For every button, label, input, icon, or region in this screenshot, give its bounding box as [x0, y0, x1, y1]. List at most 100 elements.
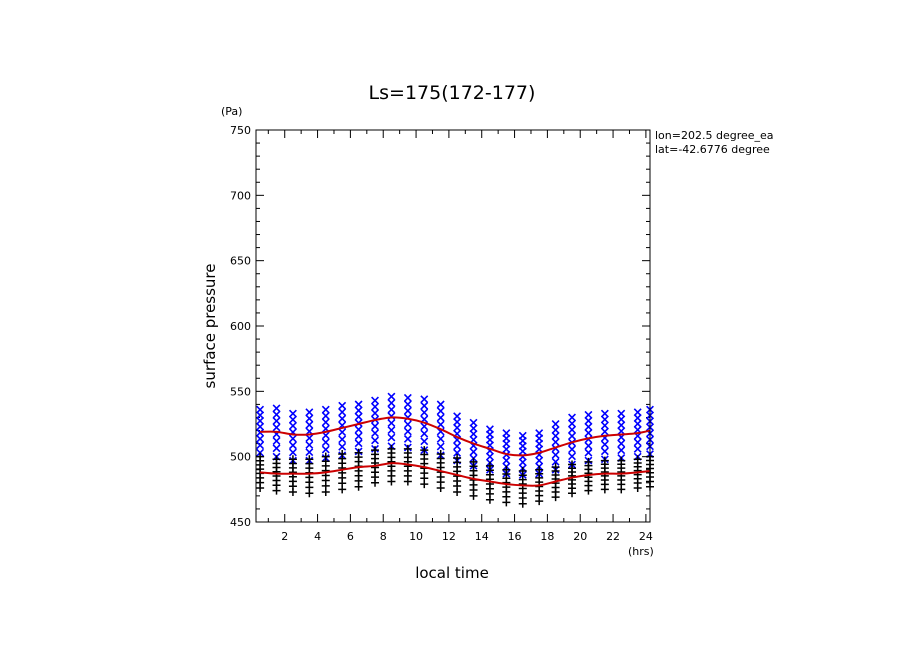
x-tick-label: 8	[380, 530, 387, 543]
data-point-x-marker	[338, 428, 347, 437]
data-point-x-marker	[551, 420, 560, 428]
y-unit-label: (Pa)	[221, 105, 242, 118]
data-point-x-marker	[305, 448, 314, 457]
data-point-x-marker	[633, 419, 642, 428]
data-point-x-marker	[600, 421, 609, 430]
data-point-x-marker	[535, 429, 544, 438]
data-point-x-marker	[617, 446, 626, 455]
data-point-plus-marker	[502, 465, 511, 474]
data-point-x-marker	[354, 439, 363, 448]
y-tick-label: 750	[230, 124, 251, 137]
data-point-x-marker	[584, 422, 593, 431]
data-point-x-marker	[272, 416, 281, 425]
x-unit-label: (hrs)	[628, 545, 654, 558]
x-tick-label: 14	[475, 530, 489, 543]
data-point-x-marker	[551, 438, 560, 447]
data-point-x-marker	[403, 420, 412, 429]
data-point-x-marker	[403, 427, 412, 436]
data-point-x-marker	[387, 399, 396, 407]
data-point-x-marker	[453, 412, 462, 421]
data-point-x-marker	[485, 425, 494, 434]
data-point-plus-marker	[584, 457, 593, 466]
data-point-x-marker	[518, 431, 527, 440]
data-point-x-marker	[338, 414, 347, 423]
data-point-x-marker	[436, 442, 445, 451]
y-tick-label: 500	[230, 451, 251, 464]
data-point-x-marker	[387, 426, 396, 435]
data-point-x-marker	[354, 425, 363, 434]
x-tick-label: 18	[540, 530, 554, 543]
data-point-plus-marker	[288, 455, 297, 464]
data-point-x-marker	[485, 452, 494, 461]
data-point-x-marker	[321, 445, 330, 454]
data-point-x-marker	[371, 396, 379, 405]
y-tick-label: 450	[230, 516, 251, 529]
data-point-x-marker	[256, 428, 265, 437]
data-point-x-marker	[551, 450, 560, 459]
x-tick-label: 22	[606, 530, 620, 543]
data-point-plus-marker	[256, 452, 265, 461]
y-tick-label: 550	[230, 385, 251, 398]
data-point-x-marker	[453, 423, 462, 432]
data-point-x-marker	[305, 408, 314, 417]
data-point-x-marker	[568, 432, 576, 441]
data-point-x-marker	[338, 435, 347, 444]
data-point-x-marker	[633, 444, 642, 453]
data-point-x-marker	[584, 448, 593, 457]
data-point-x-marker	[502, 456, 511, 465]
data-point-x-marker	[568, 425, 576, 434]
data-point-plus-marker	[518, 467, 527, 476]
x-tick-label: 10	[409, 530, 423, 543]
data-point-x-marker	[584, 428, 593, 437]
data-point-x-marker	[288, 409, 297, 418]
data-point-x-marker	[256, 434, 265, 443]
data-point-x-marker	[568, 452, 576, 461]
data-point-x-marker	[403, 400, 412, 409]
data-point-x-marker	[354, 432, 363, 441]
data-point-x-marker	[403, 393, 412, 402]
data-point-x-marker	[256, 422, 265, 431]
data-point-x-marker	[633, 408, 642, 417]
data-point-x-marker	[436, 413, 445, 422]
data-point-x-marker	[469, 447, 478, 456]
data-point-x-marker	[288, 441, 297, 450]
data-point-x-marker	[420, 429, 429, 438]
data-point-x-marker	[453, 442, 462, 451]
data-point-plus-marker	[485, 461, 494, 470]
data-point-plus-marker	[600, 456, 609, 465]
data-point-plus-marker	[469, 457, 478, 466]
annotation-lat: lat=-42.6776 degree	[655, 143, 770, 156]
data-point-x-marker	[371, 429, 379, 438]
data-point-x-marker	[371, 436, 379, 445]
x-tick-label: 20	[573, 530, 587, 543]
data-point-x-marker	[420, 395, 429, 404]
data-point-x-marker	[354, 400, 363, 409]
data-point-x-marker	[387, 405, 396, 414]
data-point-x-marker	[288, 434, 297, 443]
x-tick-label: 2	[281, 530, 288, 543]
data-point-plus-marker	[305, 455, 314, 464]
data-point-x-marker	[469, 429, 478, 438]
data-point-x-marker	[272, 410, 281, 419]
data-point-x-marker	[469, 418, 478, 427]
data-point-x-marker	[568, 413, 576, 422]
x-tick-label: 24	[639, 530, 653, 543]
data-point-plus-marker	[338, 450, 347, 459]
data-point-x-marker	[321, 418, 330, 427]
data-point-x-marker	[617, 421, 626, 430]
data-point-plus-marker	[568, 460, 577, 469]
data-point-x-marker	[584, 441, 593, 450]
data-point-plus-marker	[387, 444, 396, 453]
data-point-x-marker	[436, 400, 445, 409]
y-axis-label: surface pressure	[201, 264, 219, 389]
data-point-x-marker	[305, 440, 314, 449]
data-point-x-marker	[338, 401, 347, 410]
data-point-x-marker	[305, 434, 314, 443]
data-point-plus-marker	[453, 453, 462, 462]
data-point-x-marker	[338, 442, 347, 451]
data-point-x-marker	[420, 408, 429, 417]
data-point-x-marker	[272, 423, 281, 432]
data-point-x-marker	[256, 416, 265, 425]
data-point-x-marker	[305, 420, 314, 429]
